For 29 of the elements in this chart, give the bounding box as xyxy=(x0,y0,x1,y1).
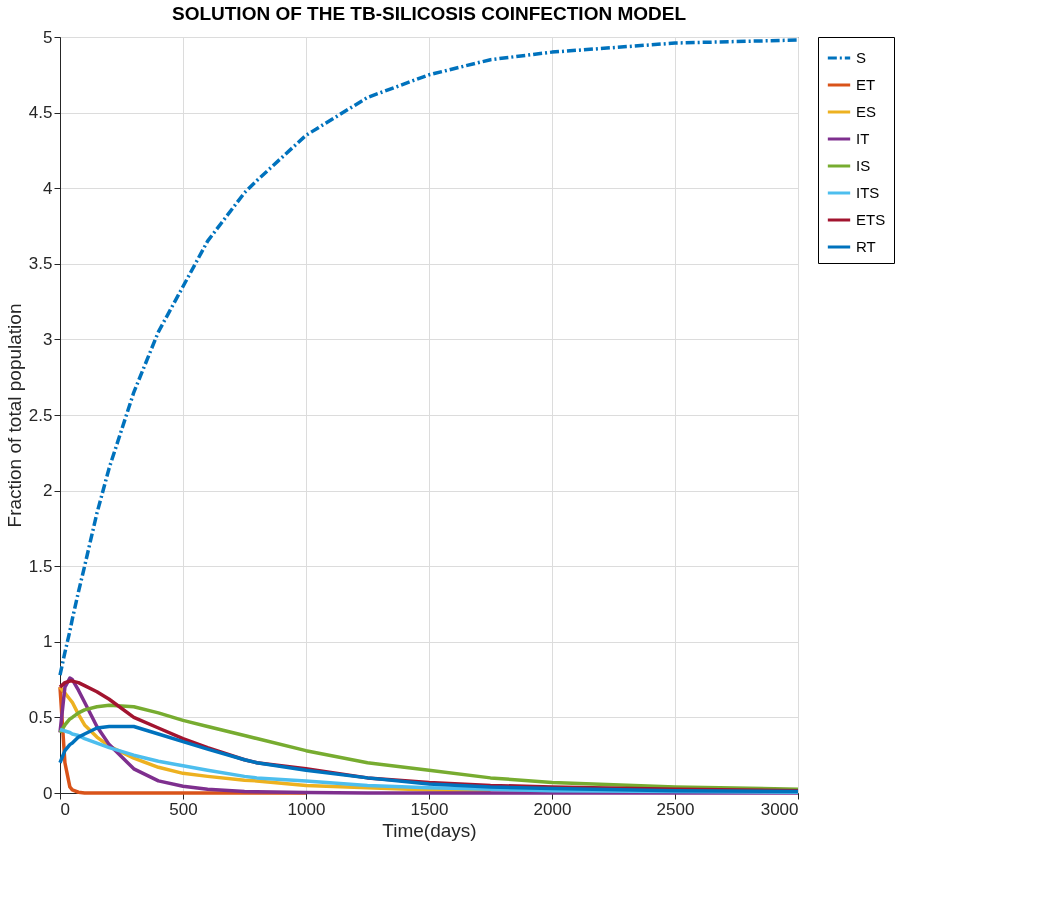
y-tick-label: 4.5 xyxy=(28,103,53,123)
y-tick-label: 0.5 xyxy=(28,707,53,727)
x-tick-label: 2000 xyxy=(533,799,572,819)
legend-label: ITS xyxy=(856,184,880,201)
x-tick-label: 0 xyxy=(60,799,70,819)
y-tick-label: 3.5 xyxy=(28,254,53,274)
legend-label: S xyxy=(856,49,867,66)
legend-label: IT xyxy=(856,130,870,147)
y-tick-label: 5 xyxy=(43,27,53,47)
y-tick-label: 2 xyxy=(43,481,53,501)
y-axis-title: Fraction of total population xyxy=(3,303,25,528)
x-tick-label: 500 xyxy=(169,799,198,819)
legend-label: ETS xyxy=(856,211,886,228)
chart-title: SOLUTION OF THE TB-SILICOSIS COINFECTION MODEL xyxy=(171,3,687,24)
x-tick-label: 1500 xyxy=(410,799,449,819)
y-tick-label: 1.5 xyxy=(28,556,53,576)
y-tick-label: 0 xyxy=(43,783,53,803)
x-tick-label: 2500 xyxy=(656,799,695,819)
x-tick-label: 3000 xyxy=(760,799,799,819)
legend-label: IS xyxy=(856,157,871,174)
legend-label: ET xyxy=(856,76,876,93)
y-tick-label: 4 xyxy=(43,178,53,198)
x-tick-label: 1000 xyxy=(287,799,326,819)
legend-label: RT xyxy=(856,238,876,255)
y-tick-label: 2.5 xyxy=(28,405,53,425)
y-tick-label: 1 xyxy=(43,632,53,652)
y-tick-label: 3 xyxy=(43,329,53,349)
x-axis-title: Time(days) xyxy=(382,819,477,841)
legend-label: ES xyxy=(856,103,877,120)
